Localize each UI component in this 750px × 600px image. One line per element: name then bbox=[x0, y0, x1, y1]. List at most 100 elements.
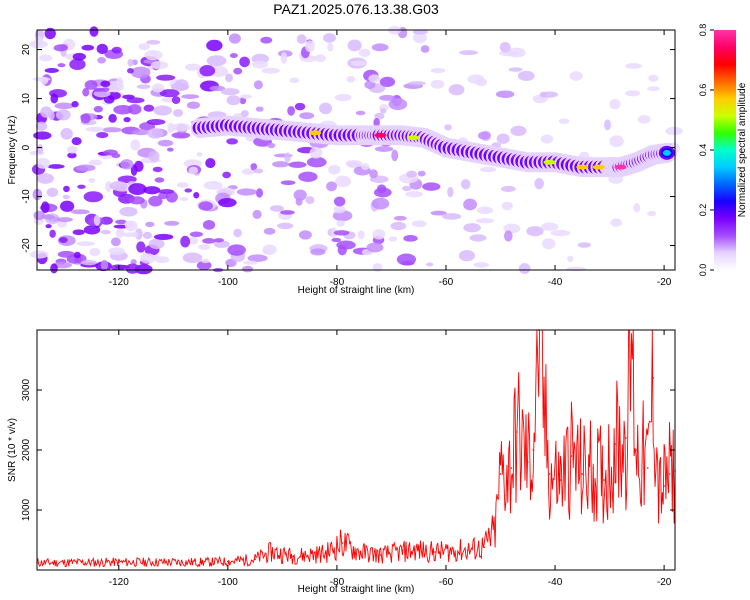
heatmap-noise-cell bbox=[136, 241, 146, 253]
heatmap-noise-cell bbox=[130, 164, 138, 176]
heatmap-noise-cell bbox=[569, 71, 583, 81]
heatmap-noise-cell bbox=[406, 170, 417, 178]
snr-data-point bbox=[559, 479, 562, 481]
heatmap-noise-cell bbox=[143, 104, 155, 112]
heatmap-noise-cell bbox=[609, 99, 621, 110]
heatmap-noise-cell bbox=[255, 106, 264, 112]
snr-series-line bbox=[36, 329, 676, 568]
snr-x-axis-label: Height of straight line (km) bbox=[298, 584, 415, 595]
heatmap-noise-cell bbox=[167, 122, 175, 133]
heatmap-noise-cell bbox=[63, 185, 70, 193]
snr-data-point bbox=[117, 561, 120, 563]
snr-data-point bbox=[434, 551, 436, 553]
snr-data-point bbox=[357, 551, 360, 553]
heatmap-noise-cell bbox=[469, 234, 487, 242]
heatmap-noise-cell bbox=[145, 221, 155, 228]
heatmap-x-axis: -120 -100 -80 -60 -40 -20 bbox=[109, 30, 672, 288]
heatmap-noise-cell bbox=[269, 205, 284, 212]
snr-y-tick-label: 2000 bbox=[21, 438, 32, 461]
heatmap-noise-cell bbox=[89, 247, 101, 257]
heatmap-noise-cell bbox=[442, 213, 462, 220]
heatmap-noise-cell bbox=[47, 164, 65, 169]
heatmap-noise-cell bbox=[33, 131, 52, 140]
heatmap-noise-cell bbox=[46, 187, 59, 198]
colorbar-tick-label: 0.8 bbox=[698, 24, 708, 37]
heatmap-noise-cell bbox=[503, 230, 513, 242]
heatmap-noise-cell bbox=[159, 89, 180, 98]
heatmap-noise-cell bbox=[240, 94, 252, 99]
heatmap-noise-cell bbox=[206, 39, 223, 52]
heatmap-noise-cell bbox=[123, 116, 131, 123]
heatmap-noise-cell bbox=[188, 236, 199, 245]
snr-data-point bbox=[494, 530, 496, 532]
heatmap-noise-cell bbox=[161, 97, 176, 103]
heatmap-noise-cell bbox=[280, 52, 288, 64]
heatmap-noise-cell bbox=[333, 205, 346, 214]
heatmap-noise-cell bbox=[111, 46, 122, 54]
heatmap-noise-cell bbox=[374, 112, 385, 120]
heatmap-noise-cell bbox=[609, 135, 624, 148]
heatmap-noise-cell bbox=[41, 214, 55, 220]
heatmap-noise-cell bbox=[186, 101, 201, 109]
heatmap-y-tick-label: -20 bbox=[21, 238, 32, 253]
heatmap-noise-cell bbox=[366, 242, 384, 253]
heatmap-noise-cell bbox=[69, 58, 86, 70]
snr-data-point bbox=[483, 546, 485, 548]
heatmap-noise-cell bbox=[201, 258, 210, 264]
heatmap-noise-cell bbox=[50, 263, 58, 274]
heatmap-noise-cell bbox=[228, 33, 241, 44]
heatmap-x-tick-label: -80 bbox=[330, 277, 345, 288]
snr-data-point bbox=[652, 377, 654, 379]
heatmap-noise-cell bbox=[239, 97, 247, 105]
heatmap-noise-cell bbox=[422, 182, 441, 191]
heatmap-y-tick-label: 0 bbox=[21, 144, 32, 150]
heatmap-noise-cell bbox=[213, 238, 225, 243]
heatmap-noise-cell bbox=[83, 191, 104, 203]
heatmap-noise-cell bbox=[184, 188, 193, 193]
colorbar-tick-label: 0.4 bbox=[698, 144, 708, 157]
heatmap-noise-cell bbox=[293, 189, 307, 201]
heatmap-noise-cell bbox=[250, 163, 258, 171]
heatmap-noise-cell bbox=[345, 159, 363, 168]
heatmap-noise-cell bbox=[358, 48, 371, 58]
heatmap-noise-cell bbox=[373, 187, 392, 198]
heatmap-noise-cell bbox=[526, 226, 544, 237]
heatmap-noise-cell bbox=[48, 110, 55, 121]
heatmap-noise-cell bbox=[115, 219, 127, 225]
heatmap-noise-cell bbox=[240, 110, 249, 118]
heatmap-noise-cell bbox=[412, 29, 428, 35]
heatmap-noise-cell bbox=[400, 260, 415, 266]
heatmap-noise-cell bbox=[388, 236, 398, 242]
heatmap-noise-cell bbox=[577, 242, 591, 248]
heatmap-noise-cell bbox=[447, 186, 454, 198]
heatmap-hotspot bbox=[407, 135, 420, 141]
heatmap-noise-cell bbox=[604, 119, 612, 131]
heatmap-noise-cell bbox=[368, 74, 381, 83]
heatmap-noise-cell bbox=[263, 227, 276, 235]
heatmap-noise-cell bbox=[242, 265, 254, 273]
heatmap-y-tick-label: 20 bbox=[21, 44, 32, 56]
heatmap-noise-cell bbox=[480, 166, 497, 173]
heatmap-noise-cell bbox=[127, 59, 134, 67]
heatmap-noise-cell bbox=[350, 60, 368, 67]
snr-data-point bbox=[646, 467, 649, 469]
heatmap-noise-cell bbox=[35, 121, 48, 131]
heatmap-noise-cell bbox=[304, 40, 315, 53]
heatmap-noise-cell bbox=[182, 252, 203, 264]
heatmap-x-tick-label: -60 bbox=[439, 277, 454, 288]
heatmap-noise-cell bbox=[81, 44, 95, 51]
heatmap-noise-cell bbox=[115, 228, 125, 238]
heatmap-noise-cell bbox=[56, 217, 73, 223]
snr-data-point bbox=[270, 551, 273, 553]
heatmap-noise-cell bbox=[430, 210, 447, 216]
heatmap-noise-cell bbox=[73, 251, 81, 259]
heatmap-noise-cell bbox=[142, 231, 153, 240]
heatmap-noise-cell bbox=[566, 266, 587, 272]
snr-x-axis: -120 -100 -80 -60 -40 -20 bbox=[109, 330, 672, 588]
heatmap-noise-cell bbox=[284, 152, 291, 163]
heatmap-noise-cell bbox=[236, 188, 257, 196]
heatmap-noise-cell bbox=[53, 44, 68, 52]
heatmap-noise-cell bbox=[97, 56, 106, 64]
heatmap-noise-cell bbox=[253, 80, 263, 90]
heatmap-noise-cell bbox=[130, 66, 151, 79]
